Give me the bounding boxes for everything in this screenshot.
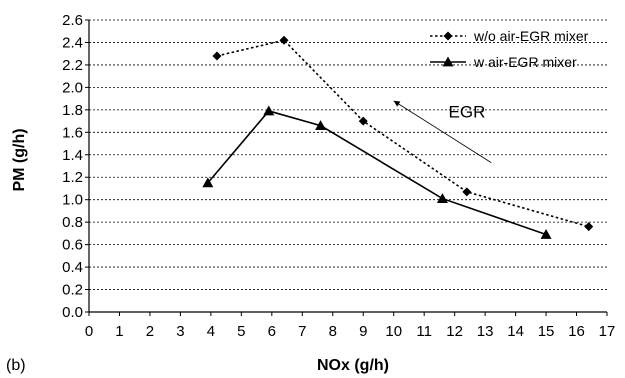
x-tick-label: 9 — [359, 323, 367, 340]
series-line — [207, 110, 547, 236]
x-axis-ticks: 0 1 2 3 4 5 6 7 8 9 10 11 12 13 14 15 16 17 — [85, 312, 616, 340]
egr-label: EGR — [449, 103, 486, 122]
diamond-point — [279, 35, 289, 45]
x-tick-label: 0 — [85, 323, 93, 340]
legend-item: w air-EGR mixer — [430, 54, 577, 70]
y-tick-label: 2.6 — [62, 12, 83, 29]
triangle-point — [315, 120, 327, 130]
axes — [88, 20, 607, 313]
diamond-point — [584, 222, 594, 232]
x-tick-label: 3 — [176, 323, 184, 340]
x-tick-label: 11 — [416, 323, 432, 340]
panel-label: (b) — [6, 357, 26, 374]
y-tick-label: 0.2 — [62, 282, 83, 299]
x-tick-label: 2 — [146, 323, 154, 340]
x-tick-label: 7 — [298, 323, 306, 340]
diamond-point — [212, 51, 222, 61]
legend: w/o air-EGR mixer w air-EGR mixer — [430, 28, 589, 70]
x-tick-label: 1 — [115, 323, 123, 340]
y-tick-label: 1.2 — [62, 169, 83, 186]
x-tick-label: 17 — [599, 323, 616, 340]
x-tick-label: 12 — [446, 323, 463, 340]
egr-arrow-head — [393, 100, 401, 107]
y-tick-label: 1.6 — [62, 124, 83, 141]
y-tick-label: 0.8 — [62, 214, 83, 231]
y-tick-label: 0.4 — [62, 259, 83, 276]
legend-triangle-icon — [442, 56, 454, 67]
x-tick-label: 10 — [385, 323, 402, 340]
legend-label: w/o air-EGR mixer — [473, 28, 589, 44]
y-tick-label: 2.4 — [62, 34, 83, 51]
y-tick-label: 0.6 — [62, 237, 83, 254]
x-tick-label: 8 — [329, 323, 337, 340]
y-tick-label: 2.0 — [62, 79, 83, 96]
y-tick-label: 1.4 — [62, 147, 83, 164]
diamond-point — [462, 187, 472, 197]
egr-annotation: EGR — [393, 100, 492, 163]
y-tick-label: 2.2 — [62, 57, 83, 74]
y-tick-label: 1.8 — [62, 102, 83, 119]
x-tick-label: 4 — [207, 323, 215, 340]
data-series — [202, 35, 594, 239]
legend-label: w air-EGR mixer — [473, 54, 577, 70]
x-tick-label: 5 — [237, 323, 245, 340]
legend-item: w/o air-EGR mixer — [430, 28, 589, 44]
egr-arrow-shaft — [393, 100, 492, 163]
x-tick-label: 15 — [538, 323, 555, 340]
x-axis-title: NOx (g/h) — [317, 357, 389, 374]
x-tick-label: 16 — [568, 323, 585, 340]
x-tick-label: 13 — [477, 323, 494, 340]
triangle-point — [436, 193, 448, 203]
triangle-point — [540, 229, 552, 239]
legend-diamond-icon — [443, 31, 453, 41]
x-tick-label: 6 — [268, 323, 276, 340]
y-tick-label: 0.0 — [62, 304, 83, 321]
y-axis-title: PM (g/h) — [11, 128, 28, 191]
series-without-mixer — [212, 35, 594, 232]
y-tick-label: 1.0 — [62, 192, 83, 209]
x-tick-label: 14 — [507, 323, 524, 340]
y-axis-ticks: 0.0 0.2 0.4 0.6 0.8 1.0 1.2 1.4 1.6 1.8 2.0 2.2 2.4 2… — [62, 12, 89, 321]
triangle-point — [202, 177, 214, 188]
diamond-point — [358, 116, 368, 126]
triangle-point — [263, 105, 275, 116]
series-with-mixer — [202, 105, 552, 239]
